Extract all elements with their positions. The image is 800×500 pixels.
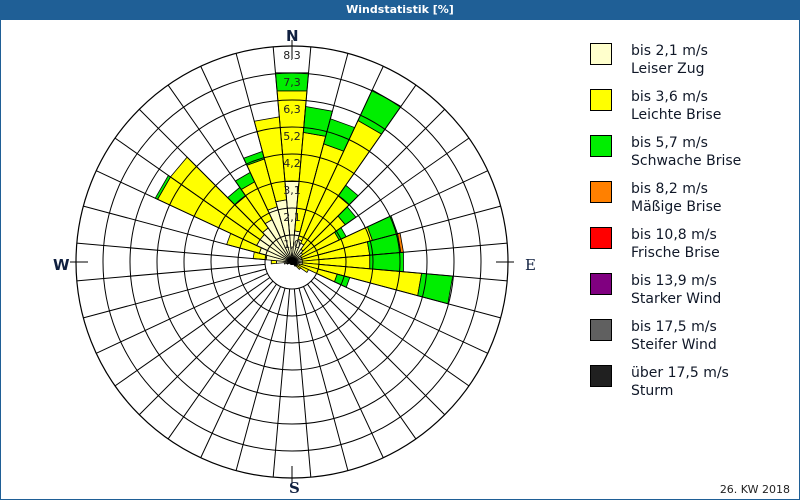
legend-swatch — [590, 227, 612, 249]
grid-spoke — [307, 283, 417, 440]
grid-spoke — [83, 268, 267, 319]
legend-text: bis 2,1 m/s Leiser Zug — [631, 43, 708, 77]
legend-text: bis 13,9 m/s Starker Wind — [631, 273, 722, 307]
grid-spoke — [76, 263, 266, 282]
radial-tick-label: 1,0 — [283, 238, 301, 251]
legend-text: bis 10,8 m/s Frische Brise — [631, 227, 720, 261]
compass-east-label: E — [525, 256, 536, 274]
grid-spoke — [235, 53, 286, 237]
grid-spoke — [293, 46, 312, 236]
grid-spoke — [272, 46, 291, 236]
grid-spoke — [138, 280, 274, 416]
legend-swatch — [590, 365, 612, 387]
grid-spoke — [272, 288, 291, 478]
wind-rose-grid — [70, 40, 514, 484]
grid-spoke — [293, 288, 312, 478]
radial-tick-label: 3,1 — [283, 184, 301, 197]
grid-spoke — [114, 277, 271, 387]
legend-item: über 17,5 m/s Sturm — [588, 362, 798, 408]
grid-spoke — [307, 84, 417, 241]
sector-segment — [417, 272, 454, 305]
legend-text: über 17,5 m/s Sturm — [631, 365, 729, 399]
grid-spoke — [313, 277, 470, 387]
legend-text: bis 5,7 m/s Schwache Brise — [631, 135, 742, 169]
grid-spoke — [96, 170, 268, 252]
radial-tick-label: 2,1 — [283, 211, 301, 224]
grid-spoke — [310, 108, 446, 244]
grid-spoke — [200, 286, 282, 458]
grid-spoke — [313, 137, 470, 247]
grid-spoke — [302, 286, 384, 458]
grid-spoke — [298, 287, 349, 471]
legend-swatch — [590, 135, 612, 157]
grid-ring — [264, 234, 320, 290]
legend-text: bis 8,2 m/s Mäßige Brise — [631, 181, 722, 215]
radial-tick-labels: 1,0 2,1 3,1 4,2 5,2 6,3 7,3 8,3 — [283, 49, 301, 265]
radial-tick-label: 4,2 — [283, 157, 301, 170]
radial-tick-label: 6,3 — [283, 103, 301, 116]
compass-south-label: S — [289, 479, 300, 497]
period-label: 26. KW 2018 — [719, 483, 790, 496]
window-title: Windstatistik [%] — [0, 0, 800, 20]
grid-spoke — [298, 53, 349, 237]
grid-spoke — [96, 272, 268, 354]
legend-swatch — [590, 89, 612, 111]
grid-spoke — [317, 205, 501, 256]
grid-spoke — [200, 66, 282, 238]
grid-spoke — [318, 242, 508, 261]
wind-rose-sectors — [154, 72, 454, 305]
grid-ring — [129, 99, 455, 425]
grid-spoke — [310, 280, 446, 416]
radial-tick-label: 5,2 — [283, 130, 301, 143]
grid-ring — [102, 72, 482, 452]
grid-spoke — [316, 170, 488, 252]
compass-west-label: W — [53, 256, 70, 274]
grid-ring — [210, 180, 374, 344]
grid-spoke — [83, 205, 267, 256]
legend-swatch — [590, 273, 612, 295]
grid-spoke — [138, 108, 274, 244]
legend-item: bis 13,9 m/s Starker Wind — [588, 270, 798, 316]
legend-item: bis 10,8 m/s Frische Brise — [588, 224, 798, 270]
grid-spoke — [302, 66, 384, 238]
grid-spoke — [318, 263, 508, 282]
legend-item: bis 2,1 m/s Leiser Zug — [588, 40, 798, 86]
legend-text: bis 3,6 m/s Leichte Brise — [631, 89, 722, 123]
legend-text: bis 17,5 m/s Steifer Wind — [631, 319, 717, 353]
legend-item: bis 5,7 m/s Schwache Brise — [588, 132, 798, 178]
grid-spoke — [316, 272, 488, 354]
grid-spoke — [317, 268, 501, 319]
grid-spoke — [235, 287, 286, 471]
grid-ring — [156, 126, 428, 398]
radial-tick-label: 7,3 — [283, 76, 301, 89]
legend: bis 2,1 m/s Leiser Zug bis 3,6 m/s Leichte… — [588, 40, 798, 408]
grid-spoke — [76, 242, 266, 261]
legend-item: bis 8,2 m/s Mäßige Brise — [588, 178, 798, 224]
grid-spoke — [167, 283, 277, 440]
legend-swatch — [590, 43, 612, 65]
legend-item: bis 3,6 m/s Leichte Brise — [588, 86, 798, 132]
legend-swatch — [590, 319, 612, 341]
wind-rose: 1,0 2,1 3,1 4,2 5,2 6,3 7,3 8,3 — [70, 40, 514, 484]
legend-item: bis 17,5 m/s Steifer Wind — [588, 316, 798, 362]
grid-spoke — [167, 84, 277, 241]
radial-tick-label: 8,3 — [283, 49, 301, 62]
grid-ring — [237, 207, 347, 317]
compass-north-label: N — [286, 27, 299, 45]
grid-ring — [183, 153, 401, 371]
legend-swatch — [590, 181, 612, 203]
grid-spoke — [114, 137, 271, 247]
